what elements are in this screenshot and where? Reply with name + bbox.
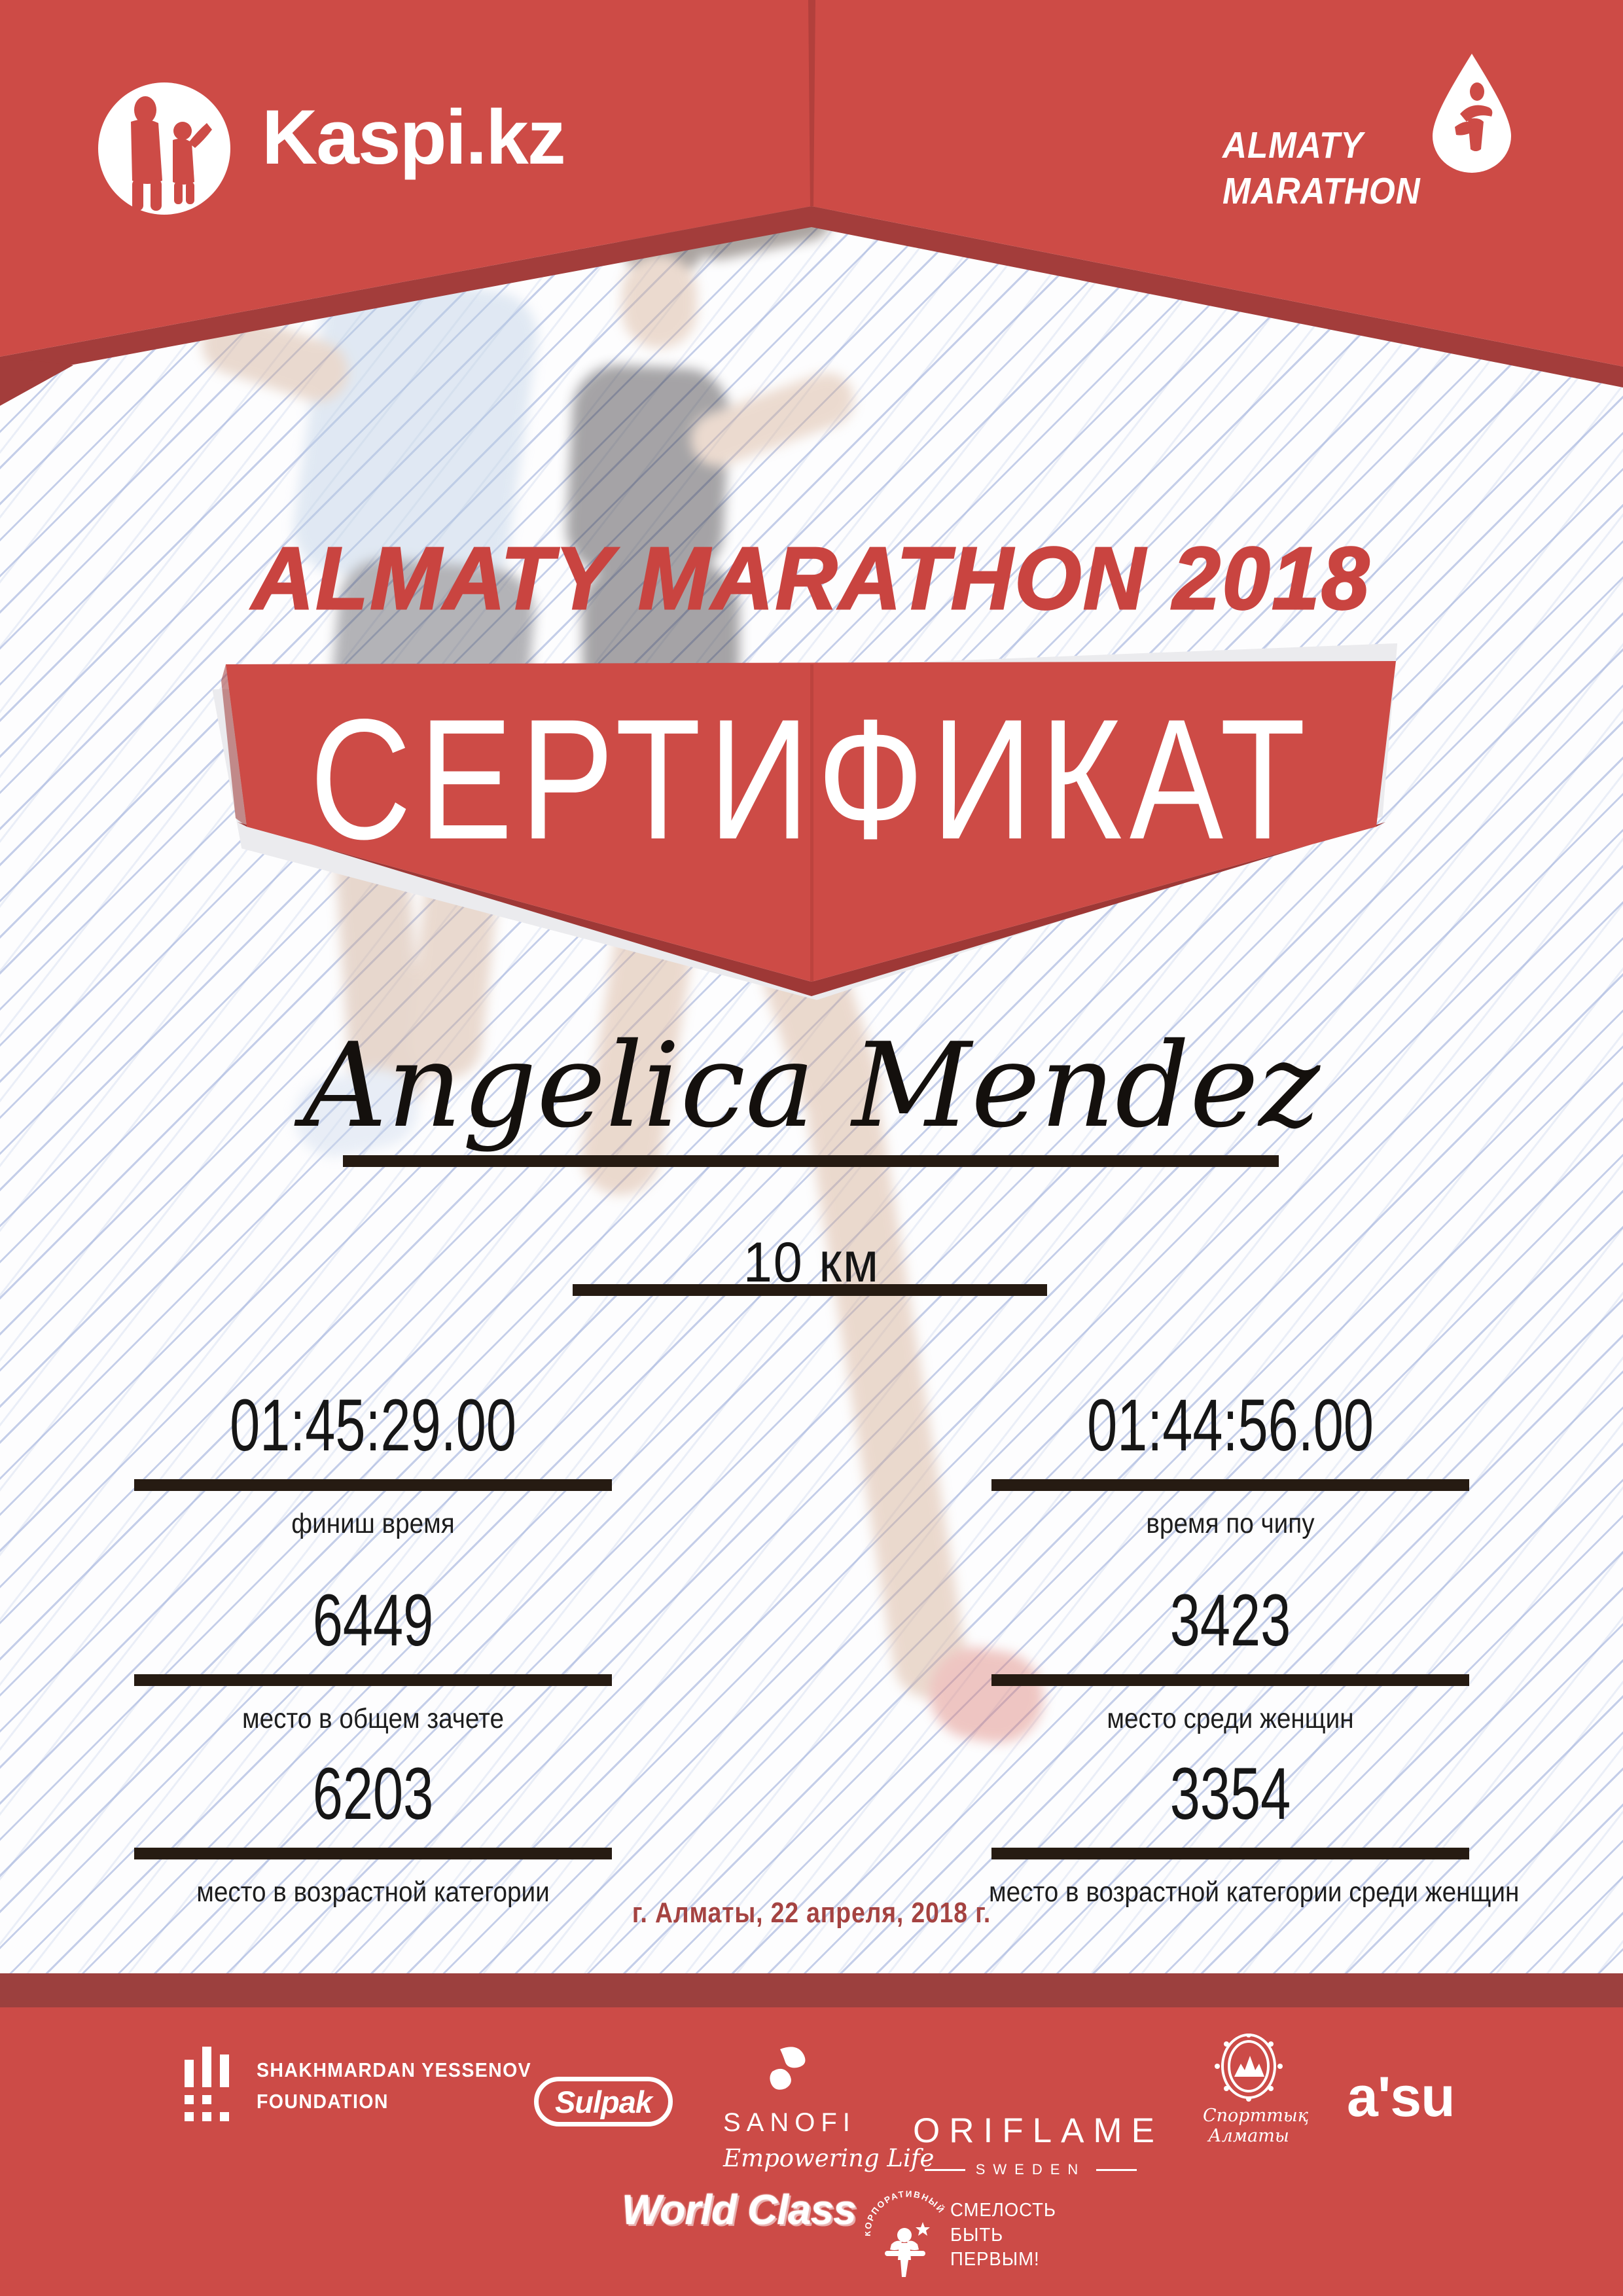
- fund-torchbearer-emblem: КОРПОРАТИВНЫЙ ФОНД: [865, 2158, 948, 2277]
- world-class-logo: World Class: [622, 2186, 857, 2233]
- sulpak-label: Sulpak: [554, 2084, 652, 2119]
- almaty-marathon-logo-text: ALMATY MARATHON: [1222, 123, 1421, 214]
- asu-logo: a'su: [1347, 2066, 1455, 2128]
- sport-almaty-line1: Спорттық: [1203, 2106, 1309, 2126]
- fund-star-icon: [916, 2222, 930, 2236]
- fund-arc-text: КОРПОРАТИВНЫЙ ФОНД: [865, 2158, 948, 2236]
- stat-divider: [134, 1848, 612, 1859]
- stat-divider: [134, 1479, 612, 1491]
- stat-divider: [991, 1848, 1469, 1859]
- oriflame-label: ORIFLAME: [913, 2111, 1164, 2150]
- sport-almaty-emblem-icon: [1215, 2034, 1283, 2102]
- oriflame-dash-right: [1096, 2168, 1137, 2171]
- fund-slogan-line3: ПЕРВЫМ!: [950, 2249, 1040, 2270]
- stat-age-women-place: 3354 место в возрастной категории среди …: [962, 1753, 1520, 1909]
- yessenov-foundation-label: SHAKHMARDAN YESSENOV FOUNDATION: [257, 2054, 531, 2117]
- sulpak-logo: Sulpak: [534, 2077, 673, 2126]
- stat-overall-place: 6449 место в общем зачете: [105, 1584, 641, 1735]
- top-banner-ribbon: [0, 0, 1623, 406]
- yessenov-line1: SHAKHMARDAN YESSENOV: [257, 2058, 532, 2081]
- svg-text:КОРПОРАТИВНЫЙ ФОНД: КОРПОРАТИВНЫЙ ФОНД: [865, 2158, 948, 2236]
- sanofi-tagline: Empowering Life: [723, 2144, 935, 2172]
- fund-slogan: СМЕЛОСТЬ БЫТЬ ПЕРВЫМ!: [950, 2198, 1056, 2272]
- stat-value: 6203: [312, 1753, 434, 1835]
- distance-value: 10 км: [743, 1231, 880, 1294]
- kaspi-logo-circle: [98, 82, 230, 215]
- page-title: ALMATY MARATHON 2018: [251, 528, 1371, 629]
- sanofi-logo: SANOFI Empowering Life: [723, 2045, 935, 2172]
- stat-age-place: 6203 место в возрастной категории: [105, 1757, 641, 1909]
- stat-label: место среди женщин: [1107, 1703, 1354, 1734]
- stat-women-place: 3423 место среди женщин: [962, 1584, 1499, 1735]
- name-underline: [343, 1155, 1279, 1167]
- almaty-marathon-line2: MARATHON: [1222, 170, 1421, 212]
- distance-underline: [573, 1284, 1047, 1296]
- oriflame-logo: ORIFLAME SWEDEN: [913, 2111, 1164, 2178]
- stat-chip-time: 01:44:56.00 время по чипу: [962, 1389, 1499, 1540]
- kaspi-logo-text: Kaspi.kz: [262, 94, 566, 181]
- stat-divider: [991, 1479, 1469, 1491]
- yessenov-line2: FOUNDATION: [257, 2090, 389, 2113]
- stat-label: место в общем зачете: [242, 1703, 504, 1734]
- footer-sponsors: SHAKHMARDAN YESSENOV FOUNDATION Sulpak S…: [0, 2007, 1623, 2296]
- sanofi-label: SANOFI: [723, 2108, 856, 2137]
- stat-divider: [134, 1674, 612, 1686]
- footer-dark-stripe: [0, 1973, 1623, 2007]
- stat-finish-time: 01:45:29.00 финиш время: [105, 1389, 641, 1540]
- stat-value: 6449: [312, 1579, 434, 1661]
- kaspi-logo: [98, 82, 230, 215]
- stat-value: 3354: [1169, 1753, 1291, 1835]
- stat-divider: [991, 1674, 1469, 1686]
- stat-value: 3423: [1169, 1579, 1291, 1661]
- fund-slogan-line2: БЫТЬ: [950, 2224, 1004, 2246]
- certificate-ribbon: [212, 643, 1398, 1000]
- oriflame-sub-label: SWEDEN: [975, 2161, 1086, 2178]
- certificate-title: СЕРТИФИКАТ: [310, 683, 1313, 875]
- date-line: г. Алматы, 22 апреля, 2018 г.: [632, 1897, 991, 1929]
- stat-value: 01:44:56.00: [1087, 1384, 1374, 1466]
- yessenov-foundation-icon: [185, 2047, 229, 2121]
- sport-almaty-line2: Алматы: [1208, 2126, 1289, 2147]
- sport-almaty-label: Спорттық Алматы: [1203, 2106, 1309, 2147]
- oriflame-dash-left: [924, 2168, 965, 2171]
- participant-name: Angelica Mendez: [302, 1018, 1321, 1153]
- fund-slogan-line1: СМЕЛОСТЬ: [950, 2200, 1056, 2221]
- almaty-marathon-runner-icon: [1433, 54, 1511, 173]
- kaspi-figures-icon: [131, 96, 212, 211]
- stat-label: финиш время: [291, 1508, 455, 1539]
- almaty-marathon-line1: ALMATY: [1222, 124, 1364, 166]
- sanofi-bird-icon: [770, 2047, 806, 2090]
- stat-value: 01:45:29.00: [230, 1384, 516, 1466]
- sport-almaty-logo: Спорттық Алматы: [1203, 2034, 1309, 2147]
- stat-label: место в возрастной категории: [196, 1876, 550, 1908]
- stat-label: место в возрастной категории среди женщи…: [989, 1876, 1520, 1908]
- stat-label: время по чипу: [1146, 1508, 1315, 1539]
